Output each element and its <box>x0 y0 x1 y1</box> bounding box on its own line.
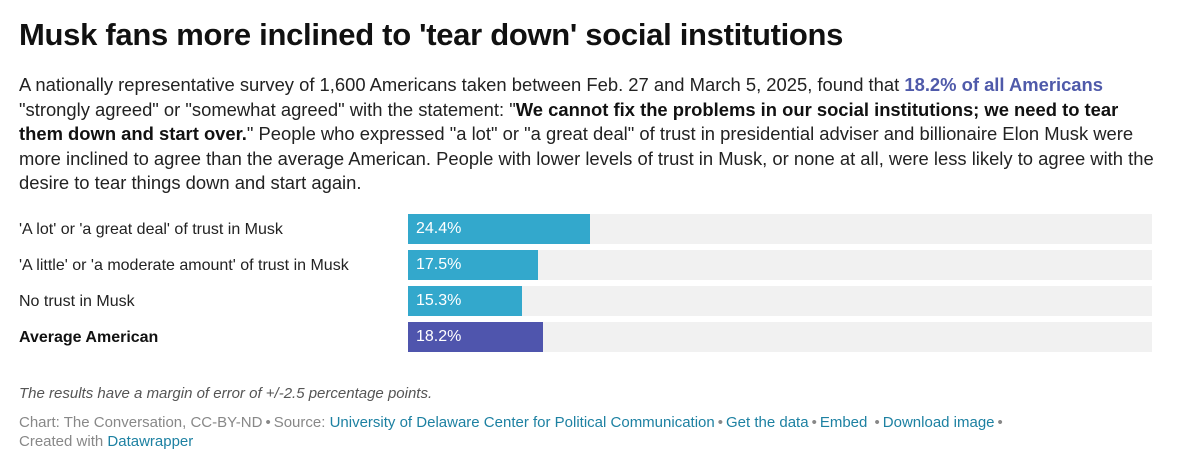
desc-statement: We cannot fix the problems in our social… <box>19 98 1119 145</box>
chart-footer: Chart: The Conversation, CC-BY-ND • Source… <box>19 413 1159 451</box>
bar-row: 'A lot' or 'a great deal' of trust in Mu… <box>19 214 1159 245</box>
source-label: Source: <box>273 414 326 431</box>
datawrapper-link[interactable]: Datawrapper <box>107 433 194 450</box>
category-label: 'A lot' or 'a great deal' of trust in Mu… <box>19 221 283 238</box>
category-label: Average American <box>19 329 159 346</box>
category-label: 'A little' or 'a moderate amount' of tru… <box>19 257 349 274</box>
bar-value-label: 17.5% <box>416 256 462 273</box>
bar-value-label: 18.2% <box>416 328 462 345</box>
separator: • <box>265 414 271 431</box>
bar: 17.5% <box>408 250 539 280</box>
bar: 24.4% <box>408 214 590 244</box>
separator: • <box>811 414 817 431</box>
chart-credit: Chart: The Conversation, CC-BY-ND <box>19 414 263 431</box>
bar-row: No trust in Musk 15.3% <box>19 286 1159 317</box>
bar-value-label: 15.3% <box>416 292 462 309</box>
desc-text: "strongly agreed" or "somewhat agreed" w… <box>19 98 516 120</box>
chart-description: A nationally representative survey of 1,… <box>19 73 1159 196</box>
desc-text: A nationally representative survey of 1,… <box>19 74 905 95</box>
bar: 18.2% <box>408 322 544 352</box>
source-link[interactable]: University of Delaware Center for Politi… <box>329 414 715 431</box>
separator: • <box>874 414 880 431</box>
bar-track: 17.5% <box>408 250 1152 280</box>
separator: • <box>717 414 723 431</box>
separator: • <box>997 414 1003 431</box>
get-data-link[interactable]: Get the data <box>726 414 809 431</box>
bar-track: 24.4% <box>408 214 1152 244</box>
category-label: No trust in Musk <box>19 293 135 310</box>
desc-highlight: 18.2% of all Americans <box>904 74 1104 95</box>
bar-value-label: 24.4% <box>416 220 462 237</box>
embed-link[interactable]: Embed <box>819 414 868 431</box>
chart-notes: The results have a margin of error of +/… <box>19 385 433 402</box>
bar-row: 'A little' or 'a moderate amount' of tru… <box>19 250 1159 281</box>
bar-track: 15.3% <box>408 286 1152 316</box>
desc-text: " People who expressed "a lot" or "a gre… <box>19 123 1154 193</box>
bar: 15.3% <box>408 286 522 316</box>
bar-track: 18.2% <box>408 322 1152 352</box>
download-image-link[interactable]: Download image <box>882 414 995 431</box>
created-with-label: Created with <box>19 433 104 450</box>
chart-title: Musk fans more inclined to 'tear down' s… <box>19 17 844 52</box>
bar-row: Average American 18.2% <box>19 322 1159 353</box>
